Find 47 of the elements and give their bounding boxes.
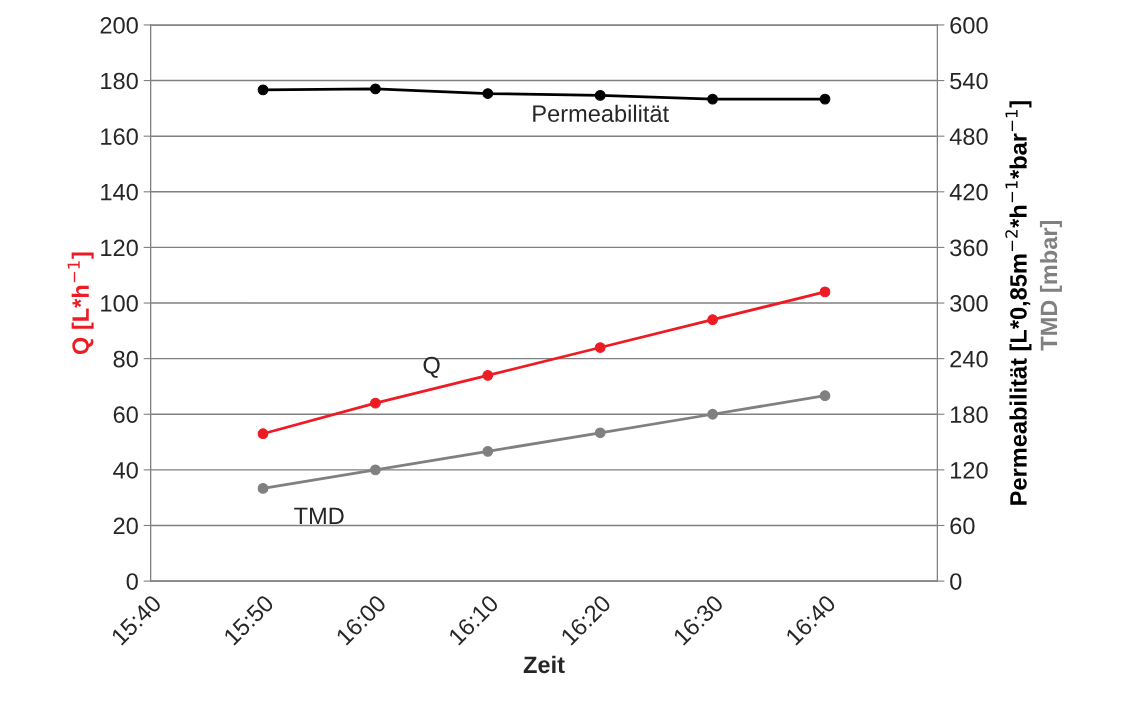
point — [482, 369, 494, 381]
y-tick-label: 0 — [126, 573, 138, 590]
y2-tick-label: 300 — [950, 295, 988, 312]
y-tick-label: 40 — [113, 461, 138, 479]
y2-axis-title: Permeabilität [L*0,85m$^{−2}$*h$^{−1}$*bar$^{−1}$] — [1005, 101, 1032, 505]
y-axis-title: Q [L*h$^{−1}$] — [67, 252, 94, 355]
x-axis-title: Zeit — [523, 655, 565, 674]
point — [819, 286, 831, 298]
y2-tick-label: 0 — [950, 573, 962, 590]
y2-tick-label: 60 — [950, 517, 975, 535]
y2-tick-label: 420 — [949, 183, 988, 201]
y-tick-label: 100 — [101, 295, 138, 312]
point — [594, 90, 606, 101]
y-tick-label: 120 — [101, 239, 138, 257]
y2-tick-label: 600 — [950, 17, 988, 34]
y-tick-label: 60 — [113, 406, 138, 424]
y-tick-label: 140 — [101, 183, 138, 201]
y2-tick-label: 180 — [951, 406, 988, 424]
y-tick-label: 20 — [113, 517, 138, 535]
text: TMD [mbar] — [1039, 220, 1062, 351]
series-label: Permeabilität — [533, 104, 669, 122]
y2-tick-label: 540 — [950, 72, 988, 90]
y2-tick-label: 360 — [950, 239, 988, 257]
point — [594, 342, 606, 353]
point — [819, 390, 831, 402]
point — [594, 427, 606, 439]
y-tick-label: 80 — [113, 350, 138, 368]
point — [707, 93, 718, 105]
y2-tick-label: 480 — [949, 128, 988, 145]
series-label: Q — [423, 356, 440, 378]
point — [370, 397, 381, 409]
point — [707, 314, 718, 326]
point — [482, 88, 494, 99]
y-tick-label: 180 — [101, 72, 138, 90]
y2-tick-label: 240 — [950, 350, 988, 368]
y-tick-label: 200 — [100, 17, 138, 34]
point — [257, 428, 269, 440]
point — [370, 83, 381, 95]
point — [819, 93, 831, 105]
point — [257, 84, 269, 96]
y-tick-label: 160 — [101, 128, 138, 145]
point — [370, 464, 381, 476]
point — [707, 408, 718, 420]
series-label: TMD — [294, 507, 344, 525]
point — [482, 445, 494, 457]
point — [257, 483, 269, 494]
y2-tick-label: 120 — [951, 461, 988, 479]
